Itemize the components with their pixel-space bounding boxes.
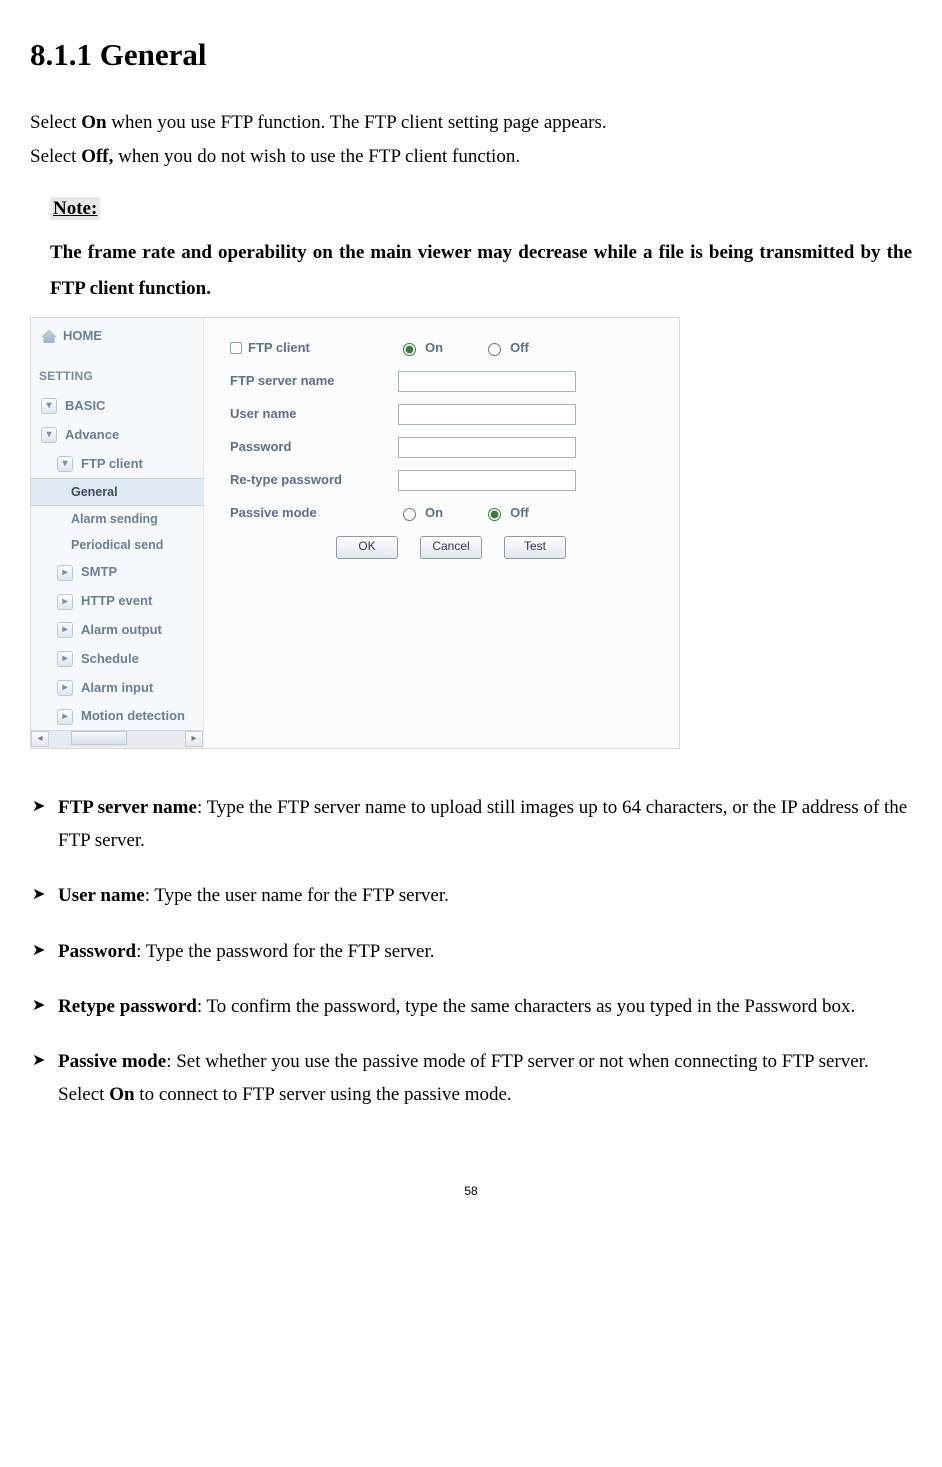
nav-h-scrollbar[interactable]: ◂ ▸ — [31, 730, 203, 748]
row-passive: Passive mode On Off — [230, 503, 661, 524]
row-retype: Re-type password — [230, 470, 661, 491]
passive-label: Passive mode — [230, 503, 380, 524]
ftp-client-label: FTP client — [248, 340, 310, 355]
chevron-right-icon: ▸ — [57, 565, 73, 581]
nav-section-setting: SETTING — [31, 357, 203, 392]
cancel-button[interactable]: Cancel — [420, 536, 482, 559]
nav-alarm-output[interactable]: ▸Alarm output — [31, 616, 203, 645]
user-name-label: User name — [230, 404, 380, 425]
section-heading: 8.1.1 General — [30, 30, 912, 80]
row-ftp-client: FTP client On Off — [230, 338, 661, 359]
page-number: 58 — [30, 1182, 912, 1201]
note-label: Note: — [50, 197, 100, 220]
nav-alarm-sending[interactable]: Alarm sending — [31, 506, 203, 532]
chevron-down-icon: ▾ — [41, 427, 57, 443]
settings-screenshot: HOME SETTING ▾BASIC ▾Advance ▾FTP client… — [30, 317, 680, 749]
chevron-right-icon: ▸ — [57, 622, 73, 638]
passive-on-radio[interactable]: On — [398, 503, 443, 524]
nav-http-event[interactable]: ▸HTTP event — [31, 587, 203, 616]
server-name-label: FTP server name — [230, 371, 380, 392]
retype-input[interactable] — [398, 470, 576, 491]
def-retype: Retype password: To confirm the password… — [30, 990, 912, 1023]
ftp-on-radio[interactable]: On — [398, 338, 443, 359]
chevron-right-icon: ▸ — [57, 651, 73, 667]
nav-motion[interactable]: ▸Motion detection — [31, 702, 203, 731]
nav-ftp-client[interactable]: ▾FTP client — [31, 450, 203, 479]
note-body: The frame rate and operability on the ma… — [50, 235, 912, 307]
row-user-name: User name — [230, 404, 661, 425]
ok-button[interactable]: OK — [336, 536, 398, 559]
nav-home[interactable]: HOME — [31, 318, 203, 357]
retype-label: Re-type password — [230, 470, 380, 491]
row-password: Password — [230, 437, 661, 458]
intro-block: Select On when you use FTP function. The… — [30, 108, 912, 173]
nav-advance[interactable]: ▾Advance — [31, 421, 203, 450]
passive-off-radio[interactable]: Off — [483, 503, 529, 524]
home-icon — [41, 329, 57, 343]
def-user-name: User name: Type the user name for the FT… — [30, 879, 912, 912]
password-input[interactable] — [398, 437, 576, 458]
scroll-thumb[interactable] — [71, 731, 127, 745]
chevron-right-icon: ▸ — [57, 680, 73, 696]
nav-smtp[interactable]: ▸SMTP — [31, 558, 203, 587]
note-block: Note: The frame rate and operability on … — [50, 194, 912, 307]
definitions-list: FTP server name: Type the FTP server nam… — [30, 791, 912, 1112]
form-panel: FTP client On Off FTP server name User n… — [204, 318, 679, 748]
scroll-track[interactable] — [49, 731, 185, 747]
ftp-off-radio[interactable]: Off — [483, 338, 529, 359]
intro-line-2: Select Off, when you do not wish to use … — [30, 142, 912, 172]
nav-home-label: HOME — [63, 326, 102, 347]
nav-periodical[interactable]: Periodical send — [31, 532, 203, 558]
def-ftp-server-name: FTP server name: Type the FTP server nam… — [30, 791, 912, 858]
scroll-right-icon[interactable]: ▸ — [185, 731, 203, 747]
def-password: Password: Type the password for the FTP … — [30, 935, 912, 968]
test-button[interactable]: Test — [504, 536, 566, 559]
nav-basic[interactable]: ▾BASIC — [31, 392, 203, 421]
nav-schedule[interactable]: ▸Schedule — [31, 645, 203, 674]
nav-general[interactable]: General — [31, 478, 203, 506]
user-name-input[interactable] — [398, 404, 576, 425]
def-passive: Passive mode: Set whether you use the pa… — [30, 1045, 912, 1112]
chevron-right-icon: ▸ — [57, 594, 73, 610]
chevron-right-icon: ▸ — [57, 709, 73, 725]
intro-line-1: Select On when you use FTP function. The… — [30, 108, 912, 138]
square-icon — [230, 342, 242, 354]
scroll-left-icon[interactable]: ◂ — [31, 731, 49, 747]
nav-alarm-input[interactable]: ▸Alarm input — [31, 674, 203, 703]
chevron-down-icon: ▾ — [41, 398, 57, 414]
server-name-input[interactable] — [398, 371, 576, 392]
nav-panel: HOME SETTING ▾BASIC ▾Advance ▾FTP client… — [31, 318, 204, 748]
button-row: OK Cancel Test — [336, 536, 661, 559]
chevron-down-icon: ▾ — [57, 456, 73, 472]
row-server-name: FTP server name — [230, 371, 661, 392]
password-label: Password — [230, 437, 380, 458]
